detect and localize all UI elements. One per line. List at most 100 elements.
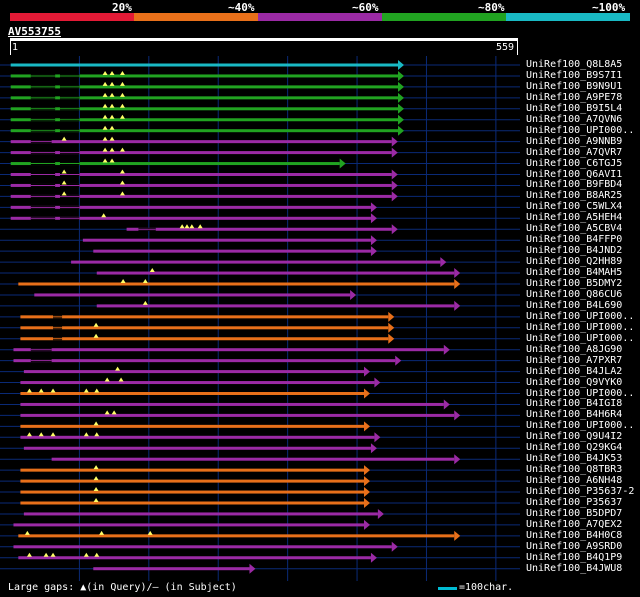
query-gap-marker — [83, 432, 89, 437]
hit-label[interactable]: UniRef100_B5DMY2 — [526, 278, 623, 289]
hit-bar — [23, 370, 364, 374]
hit-label[interactable]: UniRef100_Q9VYK0 — [526, 376, 623, 388]
hit-label[interactable]: UniRef100_Q2HH89 — [526, 256, 623, 268]
hit-label[interactable]: UniRef100_A7QVN6 — [526, 113, 623, 125]
query-gap-marker — [61, 169, 67, 174]
hit-label[interactable]: UniRef100_B8AR25 — [526, 190, 623, 202]
query-gap-marker — [93, 498, 99, 502]
hit-bar — [13, 523, 364, 527]
hit-label[interactable]: UniRef100_B4H6R4 — [526, 409, 623, 421]
hit-arrow — [440, 257, 447, 268]
hit-arrow — [454, 300, 461, 311]
query-gap-marker — [109, 103, 115, 108]
hit-label[interactable]: UniRef100_B4JWU8 — [526, 562, 623, 574]
hit-label[interactable]: UniRef100_B4FFP0 — [526, 234, 623, 246]
hit-arrow — [363, 498, 370, 508]
query-gap-marker — [119, 191, 125, 196]
hit-label[interactable]: UniRef100_Q8L8A5 — [526, 59, 623, 70]
hit-label[interactable]: UniRef100_UPI000.. — [526, 332, 635, 344]
hit-label[interactable]: UniRef100_B4JND2 — [526, 245, 623, 257]
hit-bar — [13, 348, 444, 352]
hit-bar — [20, 479, 364, 483]
hit-label[interactable]: UniRef100_Q29KG4 — [526, 442, 623, 454]
hit-bar — [10, 205, 371, 209]
query-gap-marker — [109, 158, 115, 163]
query-gap-marker — [102, 70, 108, 75]
hit-bar — [20, 413, 455, 417]
hit-arrow — [363, 519, 370, 530]
hit-arrow — [370, 443, 377, 454]
hit-bar — [96, 304, 455, 308]
hit-label[interactable]: UniRef100_UPI000.. — [526, 321, 635, 333]
hit-label[interactable]: UniRef100_P35637 — [526, 497, 623, 508]
hit-label[interactable]: UniRef100_A6NH48 — [526, 475, 623, 487]
hit-label[interactable]: UniRef100_B4MAH5 — [526, 267, 623, 279]
hit-arrow — [391, 169, 398, 180]
hit-label[interactable]: UniRef100_B4L690 — [526, 299, 623, 311]
hit-bar — [20, 392, 364, 395]
identity-legend: 20% ~40% ~60% ~80% ~100% — [10, 0, 630, 24]
query-gap-marker — [119, 103, 125, 108]
hit-bar — [96, 271, 455, 275]
hit-label[interactable]: UniRef100_UPI000.. — [526, 310, 635, 322]
hit-label[interactable]: UniRef100_A7PXR7 — [526, 354, 623, 366]
hit-label[interactable]: UniRef100_B4IGI8 — [526, 398, 623, 410]
hit-label[interactable]: UniRef100_UPI000.. — [526, 387, 635, 399]
hit-label[interactable]: UniRef100_Q9U4I2 — [526, 431, 623, 443]
hit-label[interactable]: UniRef100_Q6AVI1 — [526, 168, 623, 180]
hit-arrow — [398, 70, 404, 81]
hit-label[interactable]: UniRef100_Q8TBR3 — [526, 464, 623, 476]
query-gap-marker — [50, 432, 56, 437]
scale-bar — [438, 587, 457, 590]
hit-label[interactable]: UniRef100_UPI000.. — [526, 124, 635, 136]
hit-label[interactable]: UniRef100_C6TGJ5 — [526, 157, 623, 169]
legend-label: 20% — [112, 1, 132, 14]
legend-swatch — [258, 13, 382, 21]
hit-label[interactable]: UniRef100_B9N9U1 — [526, 80, 623, 92]
hit-label[interactable]: UniRef100_B4JLA2 — [526, 365, 623, 377]
hit-label[interactable]: UniRef100_A5HEH4 — [526, 212, 623, 224]
query-gap-marker — [102, 147, 108, 152]
hit-bar — [13, 359, 396, 363]
hit-label[interactable]: UniRef100_A9NNB9 — [526, 135, 623, 147]
hit-bar — [71, 260, 441, 264]
query-gap-marker — [109, 114, 115, 119]
query-gap-marker — [142, 300, 148, 305]
query-bar — [10, 38, 518, 41]
query-gap-marker — [26, 388, 32, 393]
hit-arrow — [398, 60, 404, 70]
legend-swatch — [506, 13, 630, 21]
hit-label[interactable]: UniRef100_B9FBD4 — [526, 179, 623, 191]
query-gap-marker — [94, 388, 100, 393]
hit-label[interactable]: UniRef100_B4Q1P9 — [526, 551, 623, 563]
query-gap-marker — [93, 476, 99, 481]
hit-label[interactable]: UniRef100_A7QVR7 — [526, 146, 623, 158]
hit-label[interactable]: UniRef100_P35637-2 — [526, 486, 635, 498]
hit-label[interactable]: UniRef100_A7QEX2 — [526, 518, 623, 530]
query-id[interactable]: AV553755 — [8, 25, 61, 38]
hit-label[interactable]: UniRef100_C5WLX4 — [526, 201, 623, 213]
query-gap-marker — [102, 158, 108, 163]
query-gap-marker — [43, 552, 49, 557]
hit-arrow — [454, 268, 461, 279]
hit-label[interactable]: UniRef100_A9PE78 — [526, 91, 623, 103]
hit-label[interactable]: UniRef100_B9I5L4 — [526, 102, 623, 114]
hit-label[interactable]: UniRef100_B4JK53 — [526, 453, 623, 465]
hit-label[interactable]: UniRef100_B9S7I1 — [526, 69, 623, 81]
hit-label[interactable]: UniRef100_UPI000.. — [526, 420, 635, 432]
hit-bar — [20, 490, 364, 494]
hit-label[interactable]: UniRef100_A9SRD0 — [526, 540, 623, 552]
hit-bar — [20, 435, 375, 439]
hit-label[interactable]: UniRef100_A8JG90 — [526, 343, 623, 355]
hit-label[interactable]: UniRef100_Q86CU6 — [526, 288, 623, 300]
hit-label[interactable]: UniRef100_B4H0C8 — [526, 529, 623, 541]
hit-arrow — [443, 399, 450, 410]
hit-label[interactable]: UniRef100_B5DPD7 — [526, 507, 623, 519]
query-gap-marker — [102, 114, 108, 119]
query-gap-marker — [119, 114, 125, 119]
query-gap-marker — [119, 92, 125, 97]
hit-bar — [23, 446, 371, 450]
query-gap-marker — [109, 125, 115, 130]
hit-label[interactable]: UniRef100_A5CBV4 — [526, 223, 623, 235]
hit-arrow — [370, 213, 377, 224]
